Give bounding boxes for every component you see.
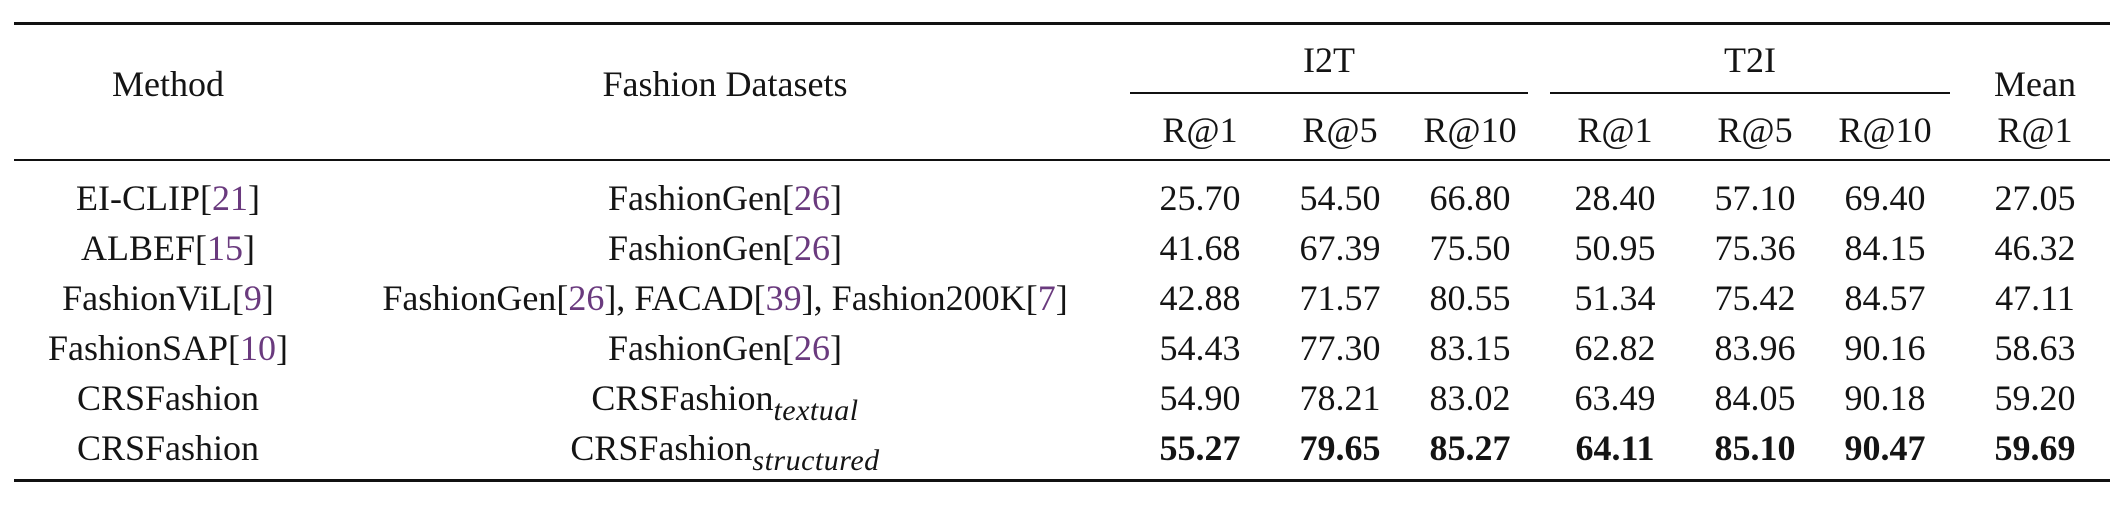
t2i-r5-header: R@5: [1717, 110, 1793, 150]
i2t-r1-value: 42.88: [1159, 278, 1241, 318]
i2t-header: I2T: [1303, 40, 1355, 80]
citation-link[interactable]: 39: [765, 278, 802, 318]
citation-link[interactable]: 7: [1037, 278, 1056, 318]
t2i-r1-value: 62.82: [1574, 328, 1656, 368]
method-cell: ALBEF[15]: [80, 228, 255, 268]
t2i-r10-value: 84.57: [1844, 278, 1926, 318]
method-name: ALBEF: [80, 228, 195, 268]
citation-link[interactable]: 15: [207, 228, 243, 268]
t2i-r1-value: 51.34: [1574, 278, 1656, 318]
i2t-r5-value: 54.50: [1299, 178, 1381, 218]
datasets-cell: CRSFashionstructured: [325, 426, 1125, 477]
method-name: FashionSAP: [47, 328, 229, 368]
i2t-r1-value: 54.43: [1159, 328, 1241, 368]
t2i-r10-value: 90.47: [1844, 428, 1926, 468]
t2i-r10-value: 84.15: [1844, 228, 1926, 268]
method-name: CRSFashion: [76, 428, 260, 468]
i2t-r1-value: 54.90: [1159, 378, 1241, 418]
mean-subheader: R@1: [1997, 110, 2073, 150]
i2t-r5-value: 78.21: [1299, 378, 1381, 418]
i2t-r1-value: 25.70: [1159, 178, 1241, 218]
method-name: EI-CLIP: [76, 178, 200, 218]
i2t-r10-value: 83.02: [1429, 378, 1511, 418]
mean-r1-value: 59.69: [1994, 428, 2076, 468]
i2t-r5-header: R@5: [1302, 110, 1378, 150]
dataset-subscript: textual: [773, 394, 859, 427]
i2t-r10-value: 83.15: [1429, 328, 1511, 368]
t2i-r10-value: 69.40: [1844, 178, 1926, 218]
t2i-r10-header: R@10: [1838, 110, 1932, 150]
datasets-cell: FashionGen[26], FACAD[39], Fashion200K[7…: [382, 278, 1068, 318]
i2t-r10-value: 66.80: [1429, 178, 1511, 218]
i2t-r5-value: 79.65: [1299, 428, 1381, 468]
dataset-name: CRSFashion: [570, 428, 753, 468]
method-cell: EI-CLIP[21]: [76, 178, 260, 218]
citation-link[interactable]: 26: [794, 178, 830, 218]
t2i-r5-value: 83.96: [1714, 328, 1796, 368]
dataset-name: FACAD: [634, 278, 754, 318]
dataset-name: FashionGen: [382, 278, 557, 318]
citation-link[interactable]: 9: [243, 278, 262, 318]
datasets-cell: FashionGen[26]: [608, 328, 842, 368]
t2i-r5-value: 85.10: [1714, 428, 1796, 468]
t2i-r5-value: 57.10: [1714, 178, 1796, 218]
dataset-name: CRSFashion: [591, 378, 774, 418]
method-name: FashionViL: [62, 278, 232, 318]
mean-r1-value: 27.05: [1994, 178, 2076, 218]
citation-link[interactable]: 10: [240, 328, 277, 368]
dataset-name: FashionGen: [608, 328, 782, 368]
i2t-r10-value: 85.27: [1429, 428, 1511, 468]
i2t-r5-value: 77.30: [1299, 328, 1381, 368]
method-cell: CRSFashion: [18, 426, 318, 470]
datasets-header: Fashion Datasets: [602, 64, 848, 104]
citation-link[interactable]: 21: [211, 178, 248, 218]
i2t-r10-header: R@10: [1423, 110, 1517, 150]
t2i-cmidrule: [1550, 92, 1950, 94]
method-header: Method: [112, 64, 224, 104]
t2i-r10-value: 90.18: [1844, 378, 1926, 418]
t2i-r5-value: 75.42: [1714, 278, 1796, 318]
t2i-r1-value: 64.11: [1575, 428, 1655, 468]
i2t-r10-value: 80.55: [1429, 278, 1511, 318]
citation-link[interactable]: 26: [794, 328, 830, 368]
i2t-r10-value: 75.50: [1429, 228, 1511, 268]
dataset-name: FashionGen: [608, 228, 782, 268]
i2t-r1-value: 41.68: [1159, 228, 1241, 268]
dataset-name: Fashion200K: [831, 278, 1026, 318]
i2t-cmidrule: [1130, 92, 1528, 94]
mean-header: Mean: [1994, 64, 2076, 104]
mean-r1-value: 59.20: [1994, 378, 2076, 418]
citation-link[interactable]: 26: [794, 228, 830, 268]
method-cell: FashionSAP[10]: [47, 328, 289, 368]
datasets-cell: FashionGen[26]: [608, 178, 842, 218]
t2i-r1-value: 50.95: [1574, 228, 1656, 268]
t2i-r1-value: 28.40: [1574, 178, 1656, 218]
t2i-r1-value: 63.49: [1574, 378, 1656, 418]
datasets-cell: FashionGen[26]: [608, 228, 842, 268]
dataset-name: FashionGen: [608, 178, 782, 218]
header-rule: [14, 159, 2110, 161]
method-cell: CRSFashion: [18, 376, 318, 420]
t2i-r5-value: 75.36: [1714, 228, 1796, 268]
t2i-r5-value: 84.05: [1714, 378, 1796, 418]
i2t-r5-value: 71.57: [1299, 278, 1381, 318]
t2i-r10-value: 90.16: [1844, 328, 1926, 368]
datasets-cell: CRSFashiontextual: [325, 376, 1125, 427]
i2t-r5-value: 67.39: [1299, 228, 1381, 268]
citation-link[interactable]: 26: [568, 278, 605, 318]
method-cell: FashionViL[9]: [62, 278, 274, 318]
method-name: CRSFashion: [76, 378, 260, 418]
i2t-r1-header: R@1: [1162, 110, 1238, 150]
bottom-rule: [14, 479, 2110, 482]
dataset-subscript: structured: [752, 444, 880, 477]
mean-r1-value: 46.32: [1994, 228, 2076, 268]
t2i-header: T2I: [1724, 40, 1776, 80]
i2t-r1-value: 55.27: [1159, 428, 1241, 468]
t2i-r1-header: R@1: [1577, 110, 1653, 150]
top-rule: [14, 22, 2110, 25]
mean-r1-value: 47.11: [1995, 278, 2075, 318]
mean-r1-value: 58.63: [1994, 328, 2076, 368]
